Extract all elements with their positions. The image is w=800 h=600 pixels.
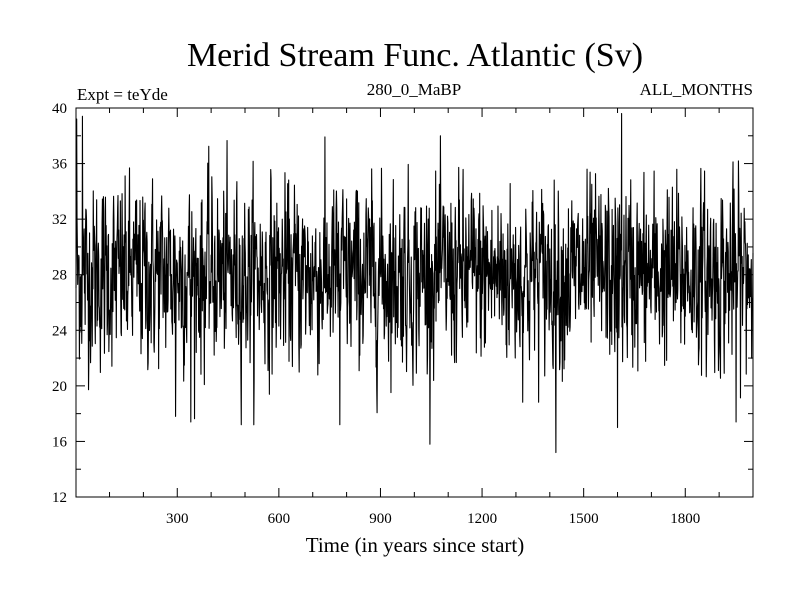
x-tick-label: 1800 [670,511,700,527]
plot-area [75,113,754,454]
y-tick-label: 28 [52,268,67,284]
y-tick-label: 32 [52,212,67,228]
x-tick-label: 300 [166,511,189,527]
months-label: ALL_MONTHS [640,80,753,99]
y-tick-label: 12 [52,490,67,506]
experiment-label: Expt = teYde [77,85,168,104]
axes: 300 600 900 1200 1500 1800 12 16 20 24 28 32 36 40 [52,101,754,527]
period-label: 280_0_MaBP [367,80,461,99]
y-tick-label: 20 [52,379,67,395]
x-tick-label: 600 [268,511,291,527]
x-axis-label: Time (in years since start) [306,533,525,557]
y-tick-label: 36 [52,157,68,173]
x-tick-label: 1500 [569,511,599,527]
chart-title: Merid Stream Func. Atlantic (Sv) [187,37,643,74]
x-tick-label: 900 [369,511,392,527]
y-tick-label: 24 [52,323,68,339]
y-tick-label: 16 [52,434,68,450]
series-line [75,113,754,454]
x-tick-label: 1200 [467,511,497,527]
y-tick-label: 40 [52,101,67,117]
